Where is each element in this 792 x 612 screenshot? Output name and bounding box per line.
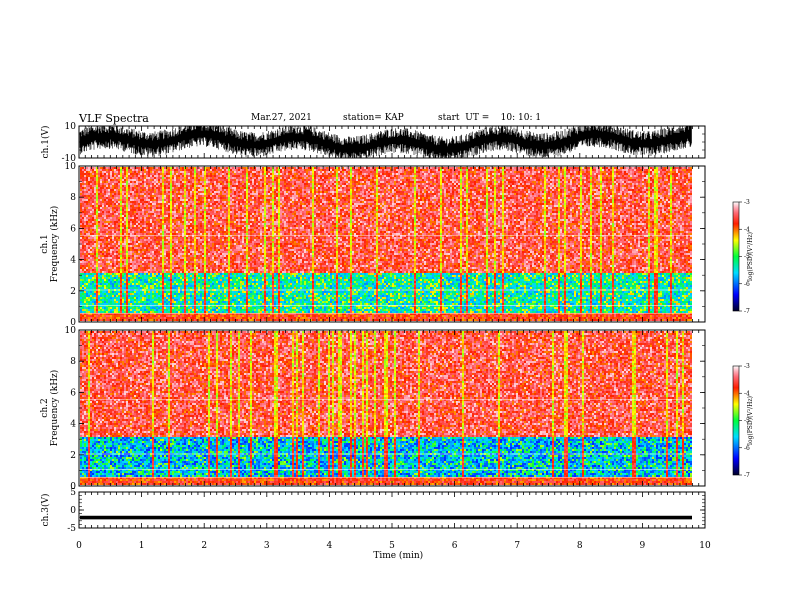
x-tick-label: 5 [389,541,395,551]
colorbar-label: log(PSD)(V²/Hz) [747,232,754,281]
x-tick-label: 4 [327,541,333,551]
y-tick-label: 2 [70,451,76,461]
y-tick-label: 4 [70,420,76,430]
colorbar-tick-label: -3 [744,199,750,206]
x-tick-label: 7 [514,541,520,551]
y-tick-label: 10 [65,162,77,172]
colorbar-label: log(PSD)(V²/Hz) [747,396,754,445]
x-axis-label: Time (min) [373,550,423,561]
y-tick-label: 6 [70,224,76,234]
x-tick-label: 6 [452,541,458,551]
colorbar-tick-label: -3 [744,363,750,370]
ch3-frame [79,492,705,528]
colorbar-tick-label: -7 [744,308,750,315]
y-axis-label: Frequency (kHz) [49,206,60,283]
ch1-waveform-trace [80,126,692,158]
ch1-spectrogram-cells [80,167,692,321]
colorbar-tick-label: -7 [744,472,750,479]
y-axis-label: ch.3(V) [40,494,51,527]
y-tick-label: 10 [65,326,77,336]
ch3-waveform-trace [80,516,692,520]
x-tick-label: 0 [76,541,82,551]
y-tick-label: -5 [67,524,76,534]
colorbar-bar [733,366,739,475]
colorbar-bar [733,202,739,311]
x-tick-label: 8 [577,541,583,551]
x-tick-label: 9 [640,541,646,551]
y-tick-label: 2 [70,287,76,297]
ch3-waveform-panel: 5 0 -5 ch.3(V) [40,488,705,534]
y-tick-label: 5 [70,488,76,498]
x-tick-label: 10 [699,541,711,551]
y-tick-label: 10 [65,122,77,132]
y-axis-label: ch.2 [40,398,50,417]
x-tick-label: 2 [201,541,207,551]
y-axis-label: ch.1 [40,234,50,253]
x-tick-label: 3 [264,541,270,551]
vlf-spectra-figure: 10-10ch.1(V) 0246810ch.1 Frequency (kHz) … [0,0,792,612]
y-tick-label: 8 [70,193,76,203]
y-axis-label: ch.1(V) [40,126,51,159]
x-tick-label: 1 [139,541,145,551]
y-tick-label: 8 [70,357,76,367]
y-tick-label: 4 [70,256,76,266]
time-axis: 0 1 2 3 4 5 6 7 8 9 10 Time (min) [76,541,711,561]
y-tick-label: 0 [70,506,76,516]
ch2-spectrogram-cells [80,331,692,485]
y-tick-label: 6 [70,388,76,398]
y-axis-label: Frequency (kHz) [49,370,60,447]
